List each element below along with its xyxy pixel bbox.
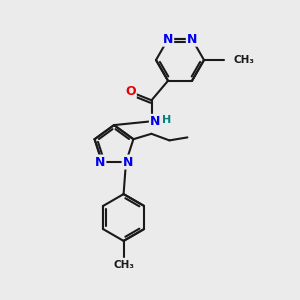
Text: N: N — [150, 115, 160, 128]
Text: H: H — [162, 115, 171, 125]
Text: CH₃: CH₃ — [233, 55, 254, 65]
Text: O: O — [125, 85, 136, 98]
Text: N: N — [123, 155, 133, 169]
Text: N: N — [95, 155, 105, 169]
Text: CH₃: CH₃ — [113, 260, 134, 270]
Text: N: N — [163, 33, 173, 46]
Text: N: N — [187, 33, 197, 46]
